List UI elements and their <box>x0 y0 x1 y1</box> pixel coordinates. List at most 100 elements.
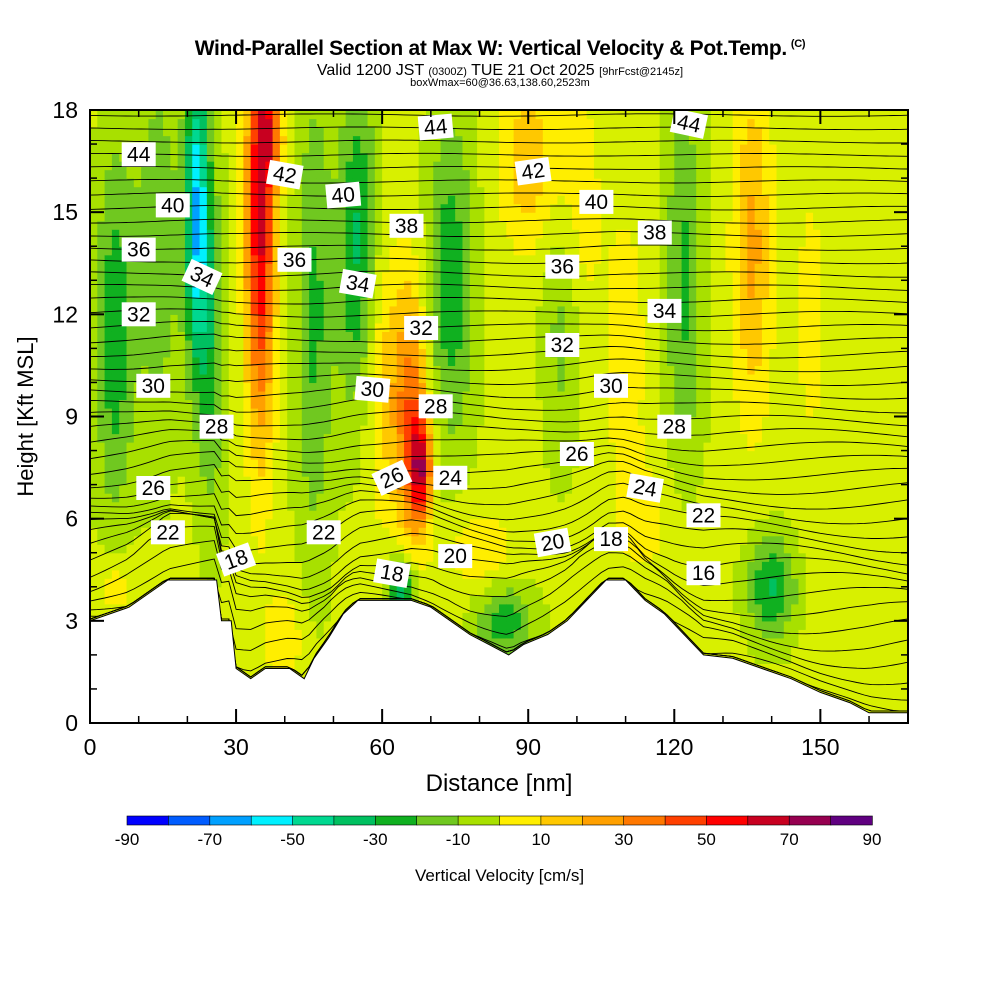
velocity-cell <box>520 195 529 205</box>
velocity-cell <box>192 152 201 162</box>
velocity-cell <box>352 110 361 120</box>
velocity-cell <box>104 305 113 315</box>
velocity-cell <box>287 535 296 545</box>
velocity-cell <box>126 535 135 545</box>
velocity-cell <box>579 510 588 520</box>
velocity-cell <box>221 459 230 469</box>
velocity-cell <box>469 416 478 426</box>
velocity-cell <box>199 135 208 145</box>
velocity-cell <box>433 365 442 375</box>
velocity-cell <box>447 425 456 435</box>
velocity-cell <box>133 186 142 196</box>
velocity-cell <box>287 297 296 307</box>
velocity-cell <box>163 110 171 120</box>
velocity-cell <box>323 297 332 307</box>
velocity-cell <box>477 561 485 571</box>
velocity-cell <box>542 382 551 392</box>
velocity-cell <box>133 518 142 528</box>
velocity-cell <box>499 476 507 486</box>
velocity-cell <box>382 118 391 128</box>
velocity-cell <box>309 407 318 418</box>
velocity-cell <box>119 416 128 426</box>
velocity-cell <box>236 442 244 452</box>
velocity-cell <box>396 493 405 503</box>
velocity-cell <box>528 382 537 392</box>
velocity-cell <box>418 195 427 205</box>
velocity-cell <box>257 459 266 469</box>
velocity-cell <box>206 569 215 579</box>
velocity-cell <box>491 595 500 605</box>
velocity-cell <box>499 348 507 358</box>
velocity-cell <box>513 637 522 647</box>
velocity-cell <box>520 510 529 520</box>
velocity-cell <box>586 501 595 511</box>
velocity-cell <box>491 212 500 222</box>
velocity-cell <box>257 161 266 171</box>
velocity-cell <box>572 501 580 511</box>
velocity-cell <box>214 510 223 520</box>
velocity-cell <box>177 152 186 162</box>
velocity-cell <box>367 433 376 443</box>
velocity-cell <box>148 212 157 222</box>
velocity-cell <box>104 578 113 588</box>
velocity-cell <box>309 186 318 196</box>
velocity-cell <box>111 578 120 588</box>
velocity-cell <box>155 399 164 409</box>
velocity-cell <box>469 178 478 188</box>
velocity-cell <box>243 569 252 579</box>
velocity-cell <box>155 263 164 273</box>
velocity-cell <box>250 484 259 494</box>
velocity-cell <box>411 578 420 588</box>
velocity-cell <box>294 135 303 145</box>
velocity-cell <box>184 297 193 307</box>
velocity-cell <box>133 271 142 281</box>
velocity-cell <box>447 178 456 188</box>
velocity-cell <box>257 220 266 230</box>
velocity-cell <box>404 356 412 367</box>
velocity-cell <box>257 501 266 511</box>
velocity-cell <box>352 544 361 554</box>
velocity-cell <box>477 569 485 579</box>
velocity-cell <box>499 229 507 239</box>
velocity-cell <box>316 288 325 298</box>
velocity-cell <box>287 663 296 673</box>
velocity-cell <box>542 212 551 222</box>
velocity-cell <box>542 407 551 418</box>
velocity-cell <box>243 390 252 401</box>
velocity-cell <box>484 561 493 571</box>
velocity-cell <box>272 535 281 545</box>
velocity-cell <box>447 510 456 520</box>
velocity-cell <box>338 246 347 256</box>
velocity-cell <box>90 305 98 315</box>
velocity-cell <box>111 195 120 205</box>
velocity-cell <box>586 288 595 298</box>
velocity-cell <box>287 654 296 664</box>
velocity-cell <box>257 118 266 128</box>
velocity-cell <box>579 118 588 128</box>
velocity-cell <box>382 416 391 426</box>
velocity-cell <box>163 552 171 562</box>
velocity-cell <box>345 348 354 358</box>
velocity-cell <box>374 254 383 264</box>
velocity-cell <box>119 518 128 528</box>
velocity-cell <box>374 195 383 205</box>
velocity-cell <box>279 212 288 222</box>
velocity-cell <box>345 382 354 392</box>
velocity-cell <box>338 578 347 588</box>
velocity-cell <box>542 450 551 460</box>
velocity-cell <box>272 646 281 656</box>
velocity-cell <box>170 501 179 511</box>
velocity-cell <box>389 518 398 528</box>
velocity-cell <box>557 152 566 162</box>
velocity-cell <box>301 578 310 588</box>
velocity-cell <box>528 612 537 622</box>
velocity-cell <box>294 467 303 477</box>
velocity-cell <box>177 237 186 247</box>
velocity-cell <box>542 144 551 154</box>
velocity-cell <box>228 459 237 469</box>
velocity-cell <box>345 578 354 588</box>
velocity-cell <box>111 348 120 358</box>
velocity-cell <box>309 450 318 460</box>
velocity-cell <box>352 518 361 528</box>
velocity-cell <box>316 442 325 452</box>
